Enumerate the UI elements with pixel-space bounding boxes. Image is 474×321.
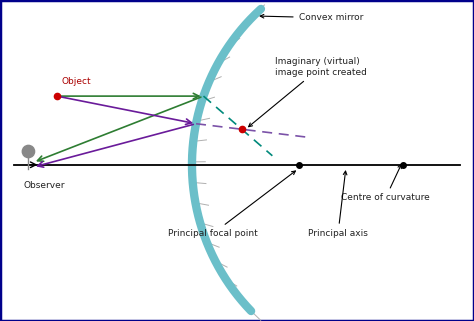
Text: Imaginary (virtual)
image point created: Imaginary (virtual) image point created bbox=[249, 57, 367, 127]
Text: Observer: Observer bbox=[24, 181, 65, 190]
Text: Centre of curvature: Centre of curvature bbox=[341, 165, 430, 202]
Text: Principal axis: Principal axis bbox=[308, 171, 368, 238]
Text: Object: Object bbox=[62, 77, 91, 86]
Text: Convex mirror: Convex mirror bbox=[260, 13, 363, 22]
Text: Principal focal point: Principal focal point bbox=[168, 171, 295, 238]
Circle shape bbox=[22, 145, 35, 158]
